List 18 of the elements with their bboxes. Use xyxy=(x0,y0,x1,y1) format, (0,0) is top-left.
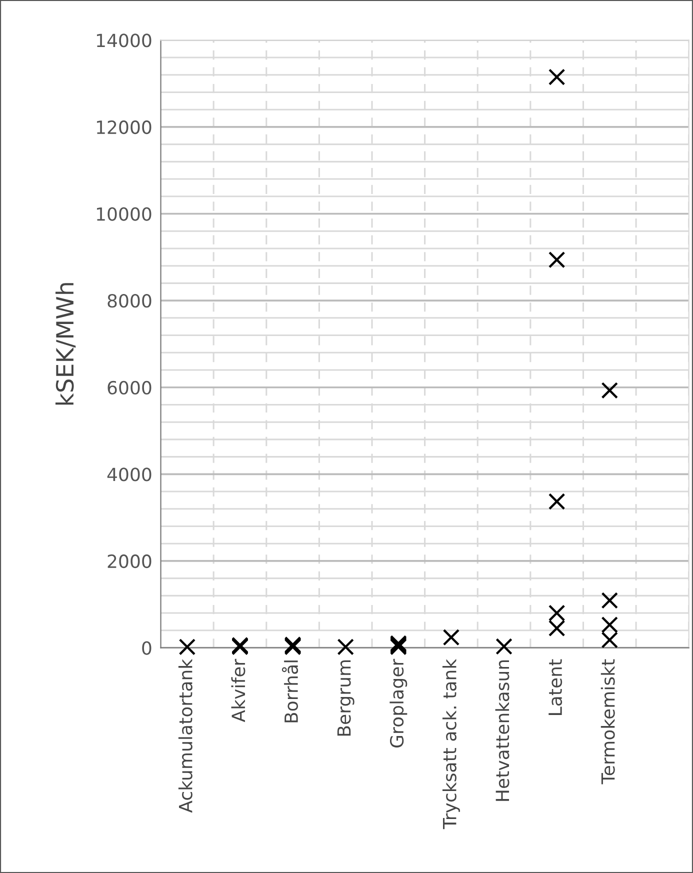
x-tick-label: Trycksatt ack. tank xyxy=(442,658,460,830)
y-tick-label: 2000 xyxy=(108,554,152,568)
y-tick-label: 8000 xyxy=(108,294,152,308)
y-tick-label: 6000 xyxy=(108,380,152,394)
y-axis-title: kSEK/MWh xyxy=(55,283,76,405)
x-tick-label: Hetvattenkasun xyxy=(495,660,510,801)
x-tick-label: Termokemiskt xyxy=(600,659,615,784)
x-tick-label: Borrhål xyxy=(282,660,298,722)
y-tick-label: 0 xyxy=(142,641,152,655)
x-tick-label: Groplager xyxy=(390,658,408,748)
y-tick-label: 12000 xyxy=(96,120,152,134)
y-tick-label: 10000 xyxy=(96,207,152,221)
y-tick-label: 4000 xyxy=(107,468,152,482)
x-tick-label: Bergrum xyxy=(337,660,354,736)
x-tick-label: Akvifer xyxy=(231,658,246,722)
x-tick-label: Latent xyxy=(548,659,562,715)
x-tick-label: Ackumulatortank xyxy=(178,658,192,813)
y-tick-label: 14000 xyxy=(96,34,152,48)
